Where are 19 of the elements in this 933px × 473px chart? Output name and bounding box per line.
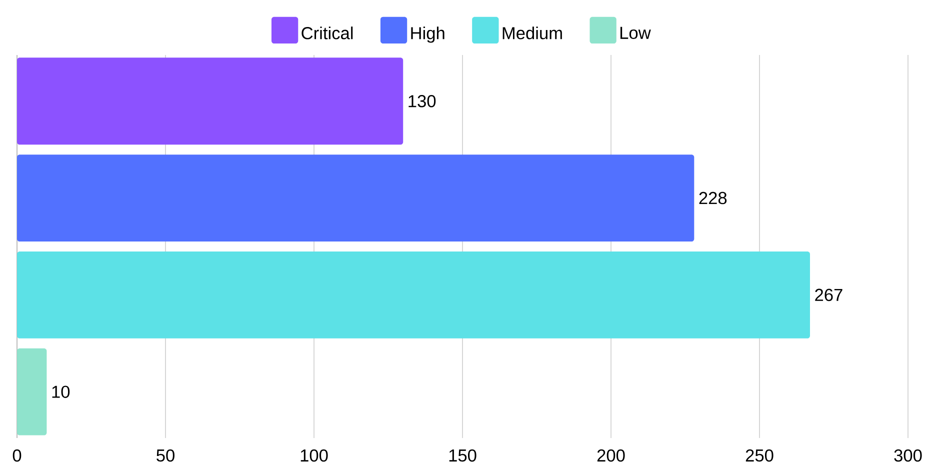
- legend-label: Low: [620, 26, 651, 39]
- data-label: 228: [699, 192, 727, 204]
- data-label: 267: [815, 288, 842, 302]
- data-label: 10: [52, 386, 70, 398]
- x-tick-label: 200: [597, 449, 625, 462]
- x-tick-label: 250: [746, 449, 774, 462]
- x-tick-label: 150: [449, 449, 476, 462]
- x-tick-label: 300: [894, 449, 922, 462]
- legend-label: Medium: [502, 26, 562, 40]
- bar: [17, 348, 47, 436]
- legend-label: Critical: [302, 26, 353, 40]
- x-tick-label: 0: [12, 449, 22, 462]
- bar: [17, 154, 694, 242]
- x-tick-label: 100: [300, 449, 328, 462]
- bar: [17, 58, 404, 145]
- legend-label: High: [411, 26, 444, 43]
- data-label: 130: [408, 95, 436, 108]
- x-tick-label: 50: [156, 449, 174, 462]
- bar: [17, 251, 810, 338]
